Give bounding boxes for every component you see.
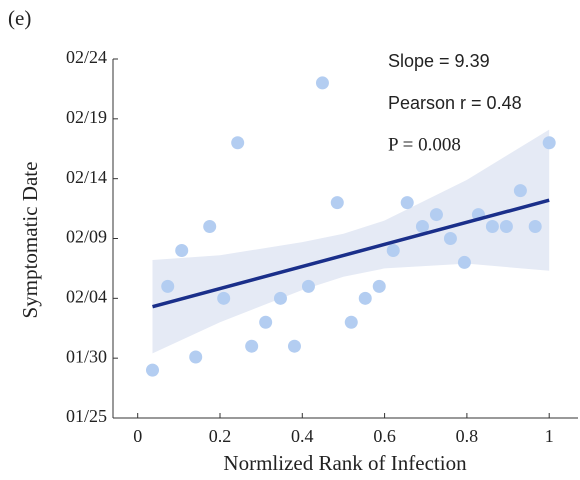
data-point xyxy=(330,196,344,210)
panel-label: (e) xyxy=(8,6,31,30)
data-point xyxy=(499,220,513,234)
y-tick-label: 01/25 xyxy=(66,406,107,426)
x-tick-label: 0.6 xyxy=(373,426,396,446)
x-tick-label: 0 xyxy=(133,426,142,446)
data-point xyxy=(203,220,217,234)
data-point xyxy=(287,339,301,353)
data-point xyxy=(443,232,457,245)
data-point xyxy=(175,243,189,257)
data-point xyxy=(189,350,203,364)
data-point xyxy=(217,291,231,305)
data-point xyxy=(386,243,400,257)
y-tick-label: 02/14 xyxy=(66,167,107,187)
data-point xyxy=(528,220,542,234)
data-point xyxy=(315,76,329,90)
y-tick-label: 01/30 xyxy=(66,346,107,366)
y-tick-label: 02/09 xyxy=(66,227,107,247)
y-tick-label: 02/24 xyxy=(66,47,107,67)
x-tick-label: 0.8 xyxy=(456,426,479,446)
data-point xyxy=(400,196,414,210)
data-point xyxy=(372,279,386,293)
data-point xyxy=(542,136,556,150)
y-axis-label: Symptomatic Date xyxy=(18,162,42,319)
annotation: Slope = 9.39 xyxy=(388,51,490,71)
data-point xyxy=(259,315,273,329)
data-point xyxy=(231,136,245,150)
x-tick-label: 0.4 xyxy=(291,426,314,446)
data-point xyxy=(161,279,175,293)
data-point xyxy=(457,255,471,269)
y-tick-label: 02/19 xyxy=(66,107,107,127)
data-point xyxy=(245,339,259,353)
data-point xyxy=(415,220,429,234)
data-point xyxy=(429,208,443,222)
data-point xyxy=(485,220,499,234)
confidence-band xyxy=(152,129,550,354)
annotation: P = 0.008 xyxy=(388,134,461,155)
fit-line xyxy=(152,198,550,309)
data-point xyxy=(301,279,315,293)
data-point xyxy=(146,363,160,377)
x-tick-label: 1 xyxy=(545,426,554,446)
data-point xyxy=(358,291,372,305)
y-tick-label: 02/04 xyxy=(66,286,107,306)
x-tick-label: 0.2 xyxy=(209,426,232,446)
x-axis-label: Normlized Rank of Infection xyxy=(223,451,467,475)
data-point xyxy=(513,184,527,198)
annotation: Pearson r = 0.48 xyxy=(388,93,522,113)
data-point xyxy=(344,315,358,329)
data-point xyxy=(273,291,287,305)
